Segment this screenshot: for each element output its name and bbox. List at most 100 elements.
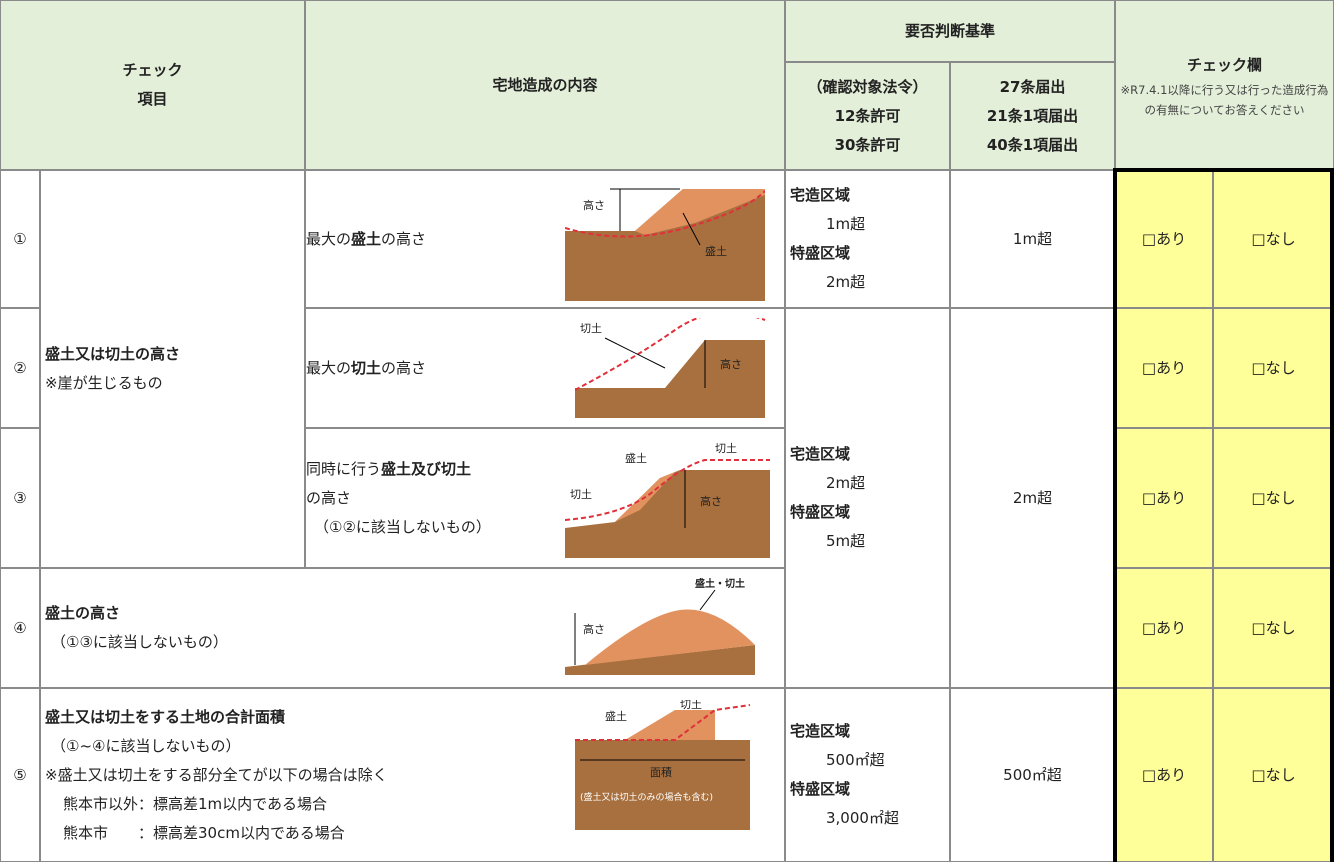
text: ④ — [13, 618, 27, 637]
option-yes: □あり — [1115, 688, 1213, 862]
line: 熊本市 ：標高差30cm以内である場合 — [45, 819, 784, 848]
criteria-a: 宅造区域 2m超 特盛区域 5m超 — [785, 308, 950, 688]
text: 40条1項届出 — [986, 135, 1079, 154]
line: 27条届出 — [1000, 73, 1066, 102]
figure-label: 高さ — [583, 198, 605, 212]
text: の高さ — [306, 488, 352, 507]
text: チェック欄 — [1186, 55, 1262, 74]
line: 2m超 — [786, 268, 949, 297]
line: 熊本市以外：標高差1m以内である場合 — [45, 790, 784, 819]
line: 最大の切土の高さ — [306, 354, 784, 383]
line: 宅造区域 — [786, 440, 949, 469]
figure-label: 切土 — [570, 488, 592, 501]
line: □あり — [1142, 761, 1186, 790]
option: □あり — [1141, 488, 1187, 507]
content: 最大の切土の高さ — [305, 308, 785, 428]
line: （①③に該当しないもの） — [45, 628, 784, 657]
figure-label: 高さ — [700, 494, 722, 508]
line: □なし — [1251, 225, 1295, 254]
border — [1113, 168, 1117, 862]
text: 宅地造成の内容 — [492, 75, 598, 94]
figure-label: 高さ — [583, 622, 605, 636]
text: （①③に該当しないもの） — [51, 633, 228, 651]
line: 21条1項届出 — [987, 102, 1078, 131]
text: 宅造区域 — [790, 445, 851, 463]
shape — [575, 340, 765, 418]
figure-label: (盛土又は切土のみの場合も含む) — [580, 791, 713, 803]
content: 最大の盛土の高さ — [305, 170, 785, 308]
line: 500㎡超 — [786, 746, 949, 775]
group-item: 盛土又は切土の高さ ※崖が生じるもの — [40, 170, 305, 568]
line: 特盛区域 — [786, 775, 949, 804]
text: 500㎡超 — [1003, 765, 1062, 784]
border — [1113, 168, 1334, 172]
line: □あり — [1142, 354, 1186, 383]
criteria-a: 宅造区域 500㎡超 特盛区域 3,000㎡超 — [785, 688, 950, 862]
option-no: □なし — [1213, 688, 1334, 862]
text: の高さ — [381, 229, 427, 248]
text: チェック — [122, 61, 183, 79]
text: 要否判断基準 — [904, 21, 995, 40]
figure-label: 切土 — [680, 700, 702, 711]
figure-label: 盛土・切土 — [695, 577, 745, 590]
line: ① — [13, 225, 26, 254]
line: □なし — [1251, 614, 1295, 643]
text: 熊本市以外：標高差1m以内である場合 — [63, 794, 328, 813]
line: 同時に行う盛土及び切土 — [306, 455, 784, 484]
figure: 盛土 切土 切土 高さ — [564, 440, 770, 562]
shape — [604, 337, 666, 369]
text: 2m超 — [826, 474, 866, 492]
header-law-b: 27条届出 21条1項届出 40条1項届出 — [950, 62, 1115, 170]
text: 30条許可 — [834, 135, 901, 154]
figure: 盛土・切土高さ — [565, 575, 765, 679]
line: 5m超 — [786, 527, 949, 556]
option: □あり — [1141, 358, 1187, 377]
line: □なし — [1251, 484, 1295, 513]
header-check-item: チェック 項目 — [0, 0, 305, 170]
option: □あり — [1141, 618, 1187, 637]
option: □なし — [1251, 358, 1296, 377]
line: □なし — [1251, 354, 1295, 383]
text: （①②に該当しないもの） — [314, 517, 491, 536]
shape — [699, 589, 716, 611]
text: 3,000㎡超 — [826, 809, 899, 827]
border — [1330, 168, 1334, 862]
row-number: ① — [0, 170, 40, 308]
line: ④ — [13, 614, 26, 643]
option: □なし — [1251, 229, 1296, 248]
line: （確認対象法令） — [807, 73, 927, 102]
figure: 切土 高さ — [574, 311, 770, 422]
line: 最大の盛土の高さ — [306, 225, 784, 254]
option: □あり — [1141, 765, 1187, 784]
text: ② — [13, 358, 27, 377]
line: 40条1項届出 — [987, 131, 1078, 160]
text: 2m超 — [1012, 488, 1053, 507]
row-number: ③ — [0, 428, 40, 568]
figure-label: 盛土 — [605, 709, 627, 723]
shape — [585, 609, 755, 665]
line: ② — [13, 354, 26, 383]
line: 3,000㎡超 — [786, 804, 949, 833]
item: 盛土の高さ （①③に該当しないもの） — [40, 568, 785, 688]
shape — [564, 459, 770, 521]
text: 500㎡超 — [826, 751, 885, 769]
line: （①②に該当しないもの） — [306, 513, 784, 542]
line: 盛土又は切土をする土地の合計面積 — [45, 703, 784, 732]
shape — [635, 189, 765, 235]
line: ③ — [13, 484, 26, 513]
criteria-b: 500㎡超 — [950, 688, 1115, 862]
criteria-a: 宅造区域 1m超 特盛区域 2m超 — [785, 170, 950, 308]
line: 2m超 — [786, 469, 949, 498]
line: ⑤ — [13, 761, 26, 790]
shape — [625, 710, 715, 740]
text: ⑤ — [13, 765, 27, 784]
text: ③ — [13, 488, 27, 507]
figure-label: 盛土 — [625, 451, 647, 465]
option: □なし — [1251, 488, 1296, 507]
text: 5m超 — [826, 532, 866, 550]
line: チェック — [122, 56, 182, 85]
option-no: □なし — [1213, 170, 1334, 308]
